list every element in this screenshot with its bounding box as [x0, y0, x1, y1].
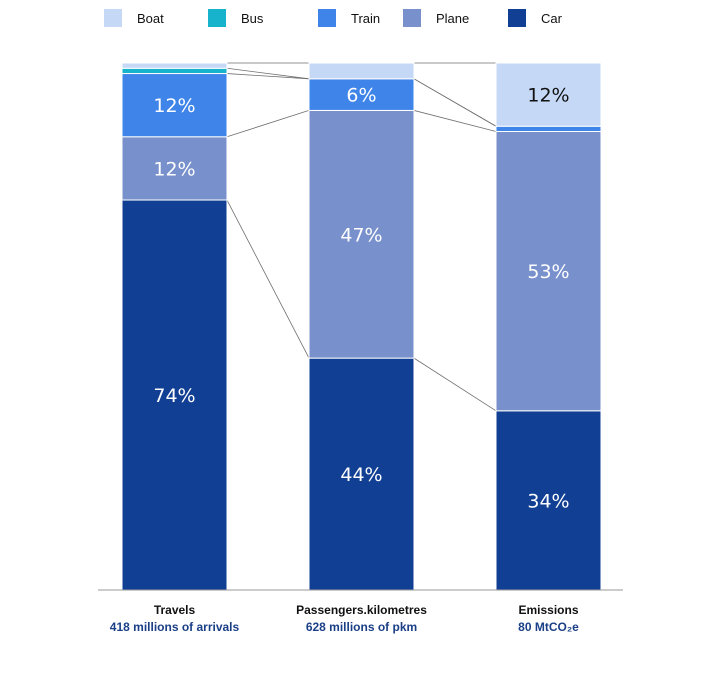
bar-boat-passengers-kilometres [308, 62, 415, 80]
x-tick-sublabel-passengers-kilometres: 628 millions of pkm [306, 620, 417, 634]
legend-label-bus: Bus [241, 11, 264, 26]
bar-plane-travels [121, 136, 228, 201]
data-label-train-passengers-kilometres: 6% [346, 85, 376, 107]
bar-bus-travels [121, 67, 228, 75]
legend-label-boat: Boat [137, 11, 164, 26]
legend-swatch-plane [403, 9, 421, 27]
data-label-car-emissions: 34% [527, 490, 569, 512]
legend-swatch-train [318, 9, 336, 27]
legend-swatch-car [508, 9, 526, 27]
data-label-train-travels: 12% [153, 95, 195, 117]
connector-line [413, 110, 497, 132]
bar-train-passengers-kilometres [308, 78, 415, 111]
bar-plane-passengers-kilometres [308, 109, 415, 359]
legend: Boat Bus Train Plane Car [104, 9, 563, 27]
connector-line [226, 199, 310, 359]
legend-label-train: Train [351, 11, 380, 26]
x-tick-label-passengers-kilometres: Passengers.kilometres [296, 603, 427, 617]
bar-train-emissions [495, 125, 602, 133]
bars: 74% 12% 12% 44% 47% 6% 34% 53% 12% [121, 62, 602, 591]
bar-boat-emissions [495, 62, 602, 127]
data-label-car-passengers-kilometres: 44% [340, 464, 382, 486]
x-axis-labels: Travels 418 millions of arrivals Passenger… [110, 603, 579, 634]
data-label-boat-emissions: 12% [527, 85, 569, 107]
connector-line [226, 73, 310, 80]
data-label-plane-passengers-kilometres: 47% [340, 224, 382, 246]
legend-label-plane: Plane [436, 11, 469, 26]
bar-train-travels [121, 73, 228, 138]
data-label-plane-travels: 12% [153, 158, 195, 180]
x-tick-label-emissions: Emissions [518, 603, 578, 617]
bar-plane-emissions [495, 131, 602, 412]
bar-car-emissions [495, 410, 602, 591]
legend-label-car: Car [541, 11, 563, 26]
x-tick-sublabel-travels: 418 millions of arrivals [110, 620, 240, 634]
connector-line [413, 357, 497, 412]
connector-lines [226, 62, 497, 412]
bar-car-passengers-kilometres [308, 357, 415, 591]
data-label-car-travels: 74% [153, 385, 195, 407]
bar-boat-travels [121, 62, 228, 69]
data-label-plane-emissions: 53% [527, 261, 569, 283]
legend-swatch-bus [208, 9, 226, 27]
x-tick-sublabel-emissions: 80 MtCO₂e [518, 620, 579, 634]
connector-line [226, 67, 310, 80]
connector-line [226, 110, 310, 138]
x-tick-label-travels: Travels [154, 603, 196, 617]
legend-swatch-boat [104, 9, 122, 27]
connector-line [413, 78, 497, 127]
